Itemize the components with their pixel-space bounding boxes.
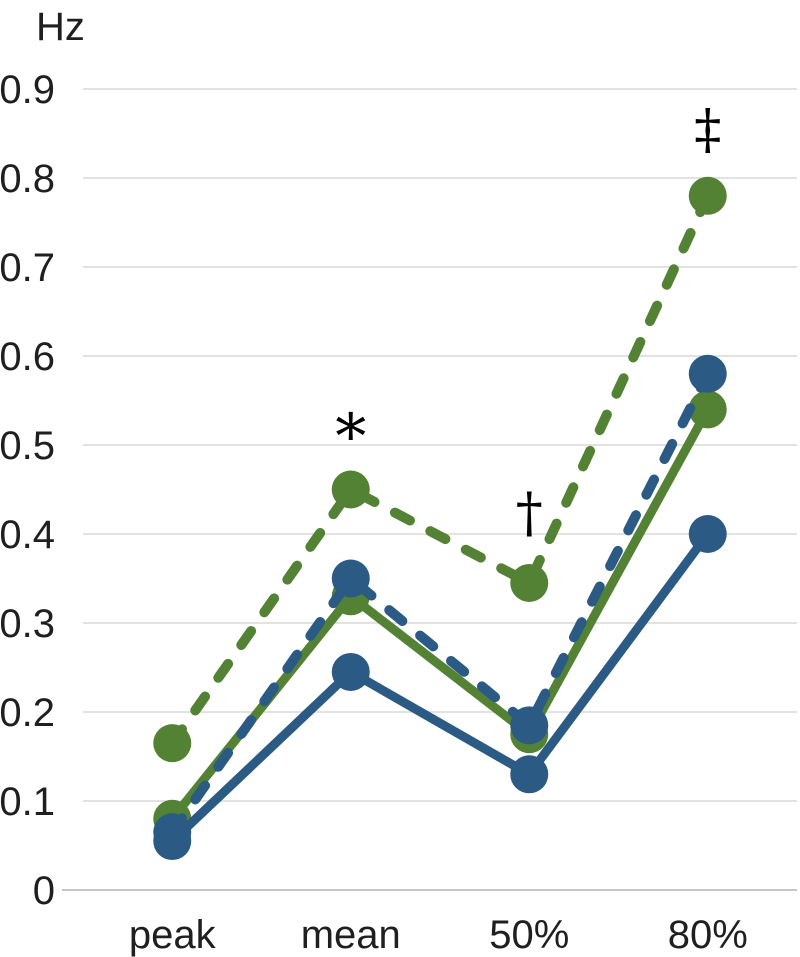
data-point-green-dashed: [510, 563, 549, 602]
annotation-symbol: ‡: [694, 98, 721, 161]
annotation-symbol: †: [516, 482, 543, 545]
x-category-labels-layer: peak mean 50% 80%: [129, 913, 748, 957]
series-line-green-dashed: [167, 190, 713, 749]
series-line-blue-solid: [167, 529, 713, 846]
data-point-green-dashed: [153, 724, 192, 763]
series-layer: [153, 176, 727, 861]
x-category-label: 50%: [489, 913, 569, 957]
series-line-blue-dashed: [167, 368, 713, 838]
annotation-symbol: *: [335, 400, 366, 473]
x-category-label: mean: [301, 913, 401, 957]
data-point-blue-solid: [688, 515, 727, 553]
y-tick-label: 0.1: [0, 780, 55, 824]
data-point-green-dashed: [331, 470, 370, 509]
data-point-blue-dashed: [153, 813, 192, 852]
y-tick-label: 0.7: [0, 246, 55, 290]
y-tick-label: 0.5: [0, 424, 55, 468]
series-line-green-solid: [167, 404, 713, 824]
data-point-blue-dashed: [510, 706, 549, 745]
y-tick-label: 0.3: [0, 602, 55, 646]
y-tick-label: 0.9: [0, 68, 55, 112]
data-point-blue-solid: [510, 755, 549, 794]
annotations-layer: * † ‡: [335, 98, 721, 545]
y-axis-unit-label: Hz: [36, 5, 85, 49]
y-tick-label: 0: [33, 869, 55, 913]
y-tick-label: 0.4: [0, 513, 55, 557]
y-tick-label: 0.6: [0, 335, 55, 379]
y-tick-label: 0.2: [0, 691, 55, 735]
data-point-green-solid: [688, 390, 727, 429]
data-point-green-dashed: [688, 176, 727, 215]
y-tick-labels-layer: 0 0.1 0.2 0.3 0.4 0.5 0.6 0.7 0.8 0.9: [0, 68, 55, 913]
y-tick-label: 0.8: [0, 157, 55, 201]
gridlines-layer: [62, 88, 797, 891]
x-category-label: peak: [129, 913, 217, 957]
data-point-blue-dashed: [688, 354, 727, 393]
data-point-blue-dashed: [331, 559, 370, 598]
x-category-label: 80%: [668, 913, 748, 957]
data-point-blue-solid: [331, 652, 370, 691]
